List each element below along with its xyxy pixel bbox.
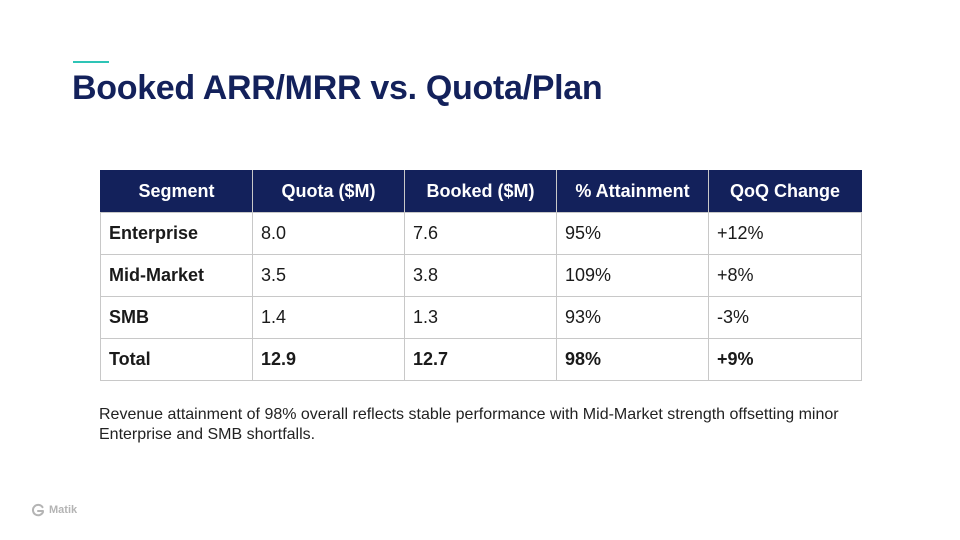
- attainment-cell: 98%: [556, 338, 709, 381]
- column-header-attainment: % Attainment: [556, 170, 709, 213]
- page-title: Booked ARR/MRR vs. Quota/Plan: [72, 69, 603, 107]
- segment-cell: SMB: [100, 296, 253, 339]
- logo-text: Matik: [49, 504, 78, 516]
- quota-table: Segment Quota ($M) Booked ($M) % Attainm…: [100, 170, 862, 381]
- table-header-row: Segment Quota ($M) Booked ($M) % Attainm…: [100, 170, 862, 213]
- qoq-change-cell: +8%: [708, 254, 862, 297]
- booked-cell: 1.3: [404, 296, 557, 339]
- title-accent-line: [73, 61, 109, 63]
- column-header-booked: Booked ($M): [404, 170, 557, 213]
- table-row: SMB 1.4 1.3 93% -3%: [100, 296, 862, 339]
- segment-cell: Mid-Market: [100, 254, 253, 297]
- quota-cell: 12.9: [252, 338, 405, 381]
- booked-cell: 7.6: [404, 212, 557, 255]
- attainment-cell: 109%: [556, 254, 709, 297]
- booked-cell: 3.8: [404, 254, 557, 297]
- table-total-row: Total 12.9 12.7 98% +9%: [100, 338, 862, 381]
- qoq-change-cell: +12%: [708, 212, 862, 255]
- quota-cell: 8.0: [252, 212, 405, 255]
- table-row: Mid-Market 3.5 3.8 109% +8%: [100, 254, 862, 297]
- booked-cell: 12.7: [404, 338, 557, 381]
- segment-cell: Enterprise: [100, 212, 253, 255]
- quota-cell: 1.4: [252, 296, 405, 339]
- summary-text: Revenue attainment of 98% overall reflec…: [99, 406, 839, 443]
- matik-logo-icon: [31, 503, 45, 517]
- column-header-quota: Quota ($M): [252, 170, 405, 213]
- column-header-segment: Segment: [100, 170, 253, 213]
- qoq-change-cell: -3%: [708, 296, 862, 339]
- table-row: Enterprise 8.0 7.6 95% +12%: [100, 212, 862, 255]
- attainment-cell: 95%: [556, 212, 709, 255]
- segment-cell: Total: [100, 338, 253, 381]
- attainment-cell: 93%: [556, 296, 709, 339]
- qoq-change-cell: +9%: [708, 338, 862, 381]
- column-header-qoq-change: QoQ Change: [708, 170, 862, 213]
- quota-cell: 3.5: [252, 254, 405, 297]
- matik-logo: Matik: [31, 503, 77, 517]
